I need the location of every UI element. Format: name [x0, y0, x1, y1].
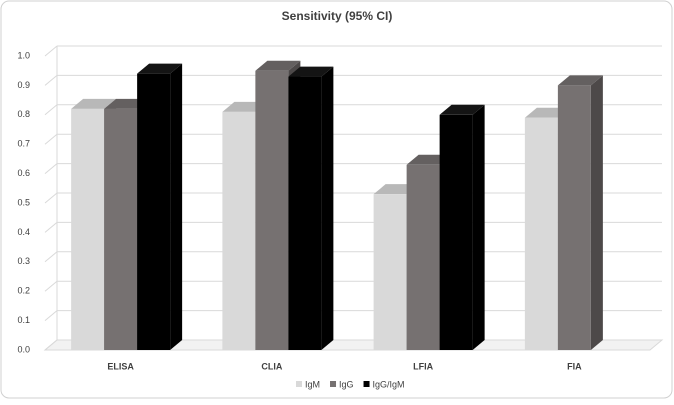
- x-tick-label: FIA: [567, 361, 582, 371]
- y-tick-label: 0.8: [17, 109, 30, 119]
- grid-line-side: [44, 310, 58, 321]
- bar: [255, 70, 289, 350]
- grid-line-side: [44, 339, 58, 351]
- bar: [137, 73, 171, 350]
- bar: [557, 85, 591, 351]
- bar-top: [137, 63, 183, 74]
- bar-top: [288, 66, 334, 77]
- y-tick-label: 0.5: [17, 197, 30, 207]
- legend-label: IgG/IgM: [373, 379, 405, 389]
- bar-side: [170, 63, 183, 350]
- grid-line-side: [44, 133, 58, 145]
- y-tick-label: 0.9: [17, 80, 30, 90]
- x-tick-label: CLIA: [261, 361, 282, 371]
- x-tick-label: ELISA: [107, 361, 134, 371]
- y-tick-label: 0.0: [17, 344, 30, 354]
- grid-line-side: [44, 45, 58, 57]
- grid-line-side: [44, 163, 58, 174]
- grid-line-side: [44, 280, 58, 292]
- bar: [406, 164, 440, 350]
- bar: [222, 111, 256, 350]
- bar: [104, 108, 138, 350]
- legend-swatch: [296, 381, 302, 387]
- legend-label: IgM: [305, 379, 320, 389]
- bar: [524, 117, 558, 351]
- y-tick-label: 0.7: [17, 139, 30, 149]
- y-tick-label: 0.1: [17, 315, 30, 325]
- grid-line-side: [44, 192, 58, 204]
- bar-top: [439, 104, 485, 115]
- bar-top: [71, 98, 117, 109]
- bar-side: [472, 104, 485, 350]
- grid-line-side: [44, 75, 58, 86]
- bar-top: [255, 60, 301, 71]
- grid-line-side: [44, 104, 58, 116]
- grid-line-side: [44, 251, 58, 263]
- bar: [71, 108, 105, 350]
- legend-swatch: [330, 381, 337, 387]
- grid-line-side: [44, 222, 58, 233]
- bar-top: [557, 75, 603, 86]
- y-tick-label: 1.0: [17, 50, 30, 60]
- legend-swatch: [363, 381, 370, 387]
- bar-side: [321, 66, 334, 350]
- legend-label: IgG: [339, 379, 354, 389]
- x-tick-label: LFIA: [413, 361, 433, 371]
- bar: [373, 194, 407, 350]
- y-tick-label: 0.2: [17, 286, 30, 296]
- bar: [288, 76, 322, 350]
- chart-title: Sensitivity (95% CI): [282, 9, 393, 23]
- y-tick-label: 0.4: [17, 227, 30, 237]
- bar: [439, 114, 473, 350]
- y-tick-label: 0.3: [17, 256, 30, 266]
- bar-side: [590, 75, 603, 351]
- y-tick-label: 0.6: [17, 168, 30, 178]
